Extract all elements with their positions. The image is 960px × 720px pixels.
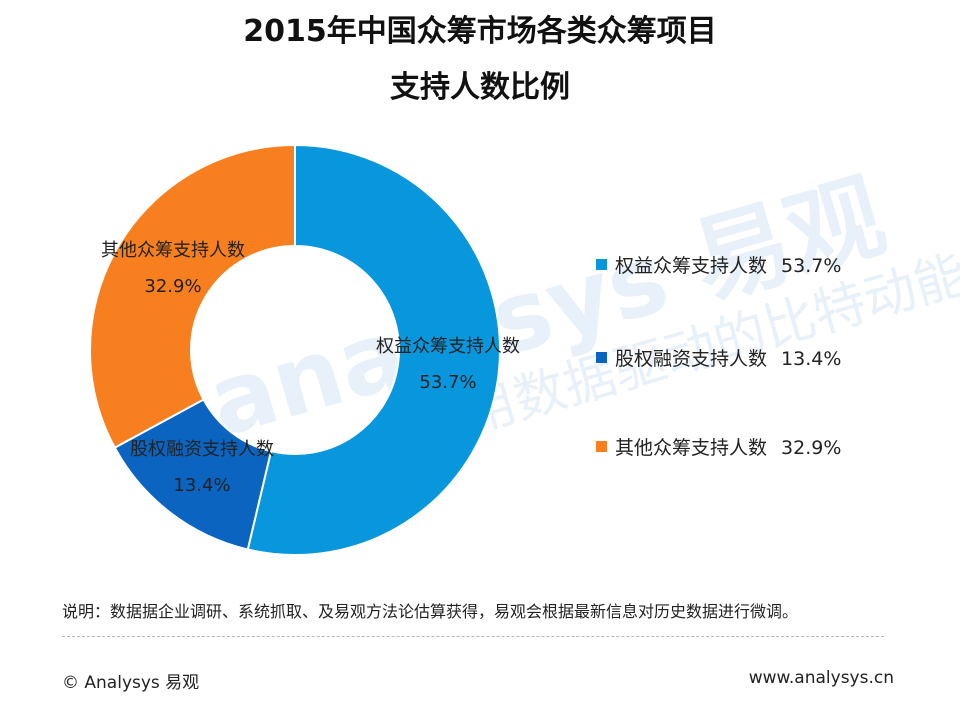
legend-item: 其他众筹支持人数 32.9%: [596, 434, 841, 462]
legend-series-value: 53.7%: [781, 255, 842, 277]
slice-value-label: 32.9%: [144, 276, 201, 297]
chart-title: 2015年中国众筹市场各类众筹项目: [243, 14, 717, 49]
donut-chart: analysys 易观 用数据驱动的比特动能 权益众筹支持人数53.7%股权融资…: [89, 143, 960, 556]
legend-swatch: [596, 441, 607, 452]
donut-slice: [246, 143, 502, 556]
legend-series-value: 13.4%: [781, 348, 842, 370]
footer-divider: [62, 636, 884, 637]
legend-swatch: [596, 352, 607, 363]
slice-value-label: 53.7%: [419, 372, 476, 393]
legend-series-value: 32.9%: [781, 437, 842, 459]
legend-item: 股权融资支持人数 13.4%: [596, 345, 841, 373]
donut-slice: [89, 143, 296, 449]
legend-series-name: 股权融资支持人数: [615, 348, 768, 370]
slice-name-label: 权益众筹支持人数: [376, 336, 520, 357]
slice-value-label: 13.4%: [173, 475, 230, 496]
legend-swatch: [596, 259, 607, 270]
legend-series-name: 权益众筹支持人数: [615, 255, 768, 277]
data-source-note: 说明：数据据企业调研、系统抓取、及易观方法论估算获得，易观会根据最新信息对历史数…: [62, 602, 799, 621]
slice-name-label: 股权融资支持人数: [130, 439, 274, 460]
copyright-text: © Analysys 易观: [62, 673, 200, 693]
legend-item: 权益众筹支持人数 53.7%: [596, 252, 841, 280]
website-link[interactable]: www.analysys.cn: [748, 668, 894, 688]
slice-name-label: 其他众筹支持人数: [101, 240, 245, 261]
legend-series-name: 其他众筹支持人数: [615, 437, 768, 459]
chart-subtitle: 支持人数比例: [390, 70, 570, 105]
